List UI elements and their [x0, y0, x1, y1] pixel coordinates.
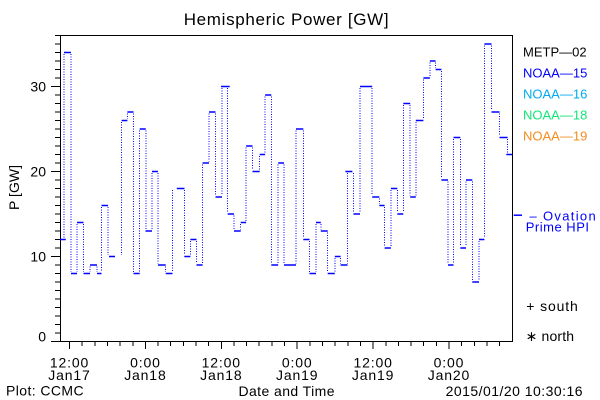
svg-text:METP—02: METP—02	[523, 45, 587, 60]
svg-text:12:00: 12:00	[353, 354, 392, 370]
svg-text:+ south: + south	[526, 298, 578, 314]
svg-text:0:00: 0:00	[282, 354, 313, 370]
svg-text:Plot: CCMC: Plot: CCMC	[6, 383, 84, 399]
svg-text:NOAA—15: NOAA—15	[523, 66, 587, 81]
svg-text:0:00: 0:00	[434, 354, 465, 370]
svg-text:Hemispheric Power [GW]: Hemispheric Power [GW]	[184, 10, 390, 29]
svg-text:– Ovation: – Ovation	[530, 209, 598, 224]
svg-text:P [GW]: P [GW]	[6, 165, 22, 210]
svg-text:Date and Time: Date and Time	[238, 383, 335, 399]
svg-text:Jan20: Jan20	[428, 367, 470, 383]
svg-text:Jan18: Jan18	[200, 367, 242, 383]
svg-text:∗ north: ∗ north	[526, 328, 575, 344]
svg-text:Prime HPI: Prime HPI	[526, 220, 590, 235]
svg-text:Jan17: Jan17	[48, 367, 90, 383]
svg-text:NOAA—19: NOAA—19	[523, 129, 587, 144]
svg-text:0: 0	[38, 329, 46, 345]
svg-text:2015/01/20 10:30:16: 2015/01/20 10:30:16	[446, 383, 583, 399]
svg-text:30: 30	[30, 79, 46, 95]
svg-text:NOAA—16: NOAA—16	[523, 87, 587, 102]
svg-text:Jan18: Jan18	[124, 367, 166, 383]
svg-text:12:00: 12:00	[202, 354, 241, 370]
svg-text:NOAA—18: NOAA—18	[523, 108, 587, 123]
svg-text:12:00: 12:00	[50, 354, 89, 370]
svg-text:Jan19: Jan19	[276, 367, 318, 383]
svg-text:10: 10	[30, 249, 46, 265]
svg-text:20: 20	[30, 164, 46, 180]
svg-text:0:00: 0:00	[130, 354, 161, 370]
svg-text:Jan19: Jan19	[352, 367, 394, 383]
